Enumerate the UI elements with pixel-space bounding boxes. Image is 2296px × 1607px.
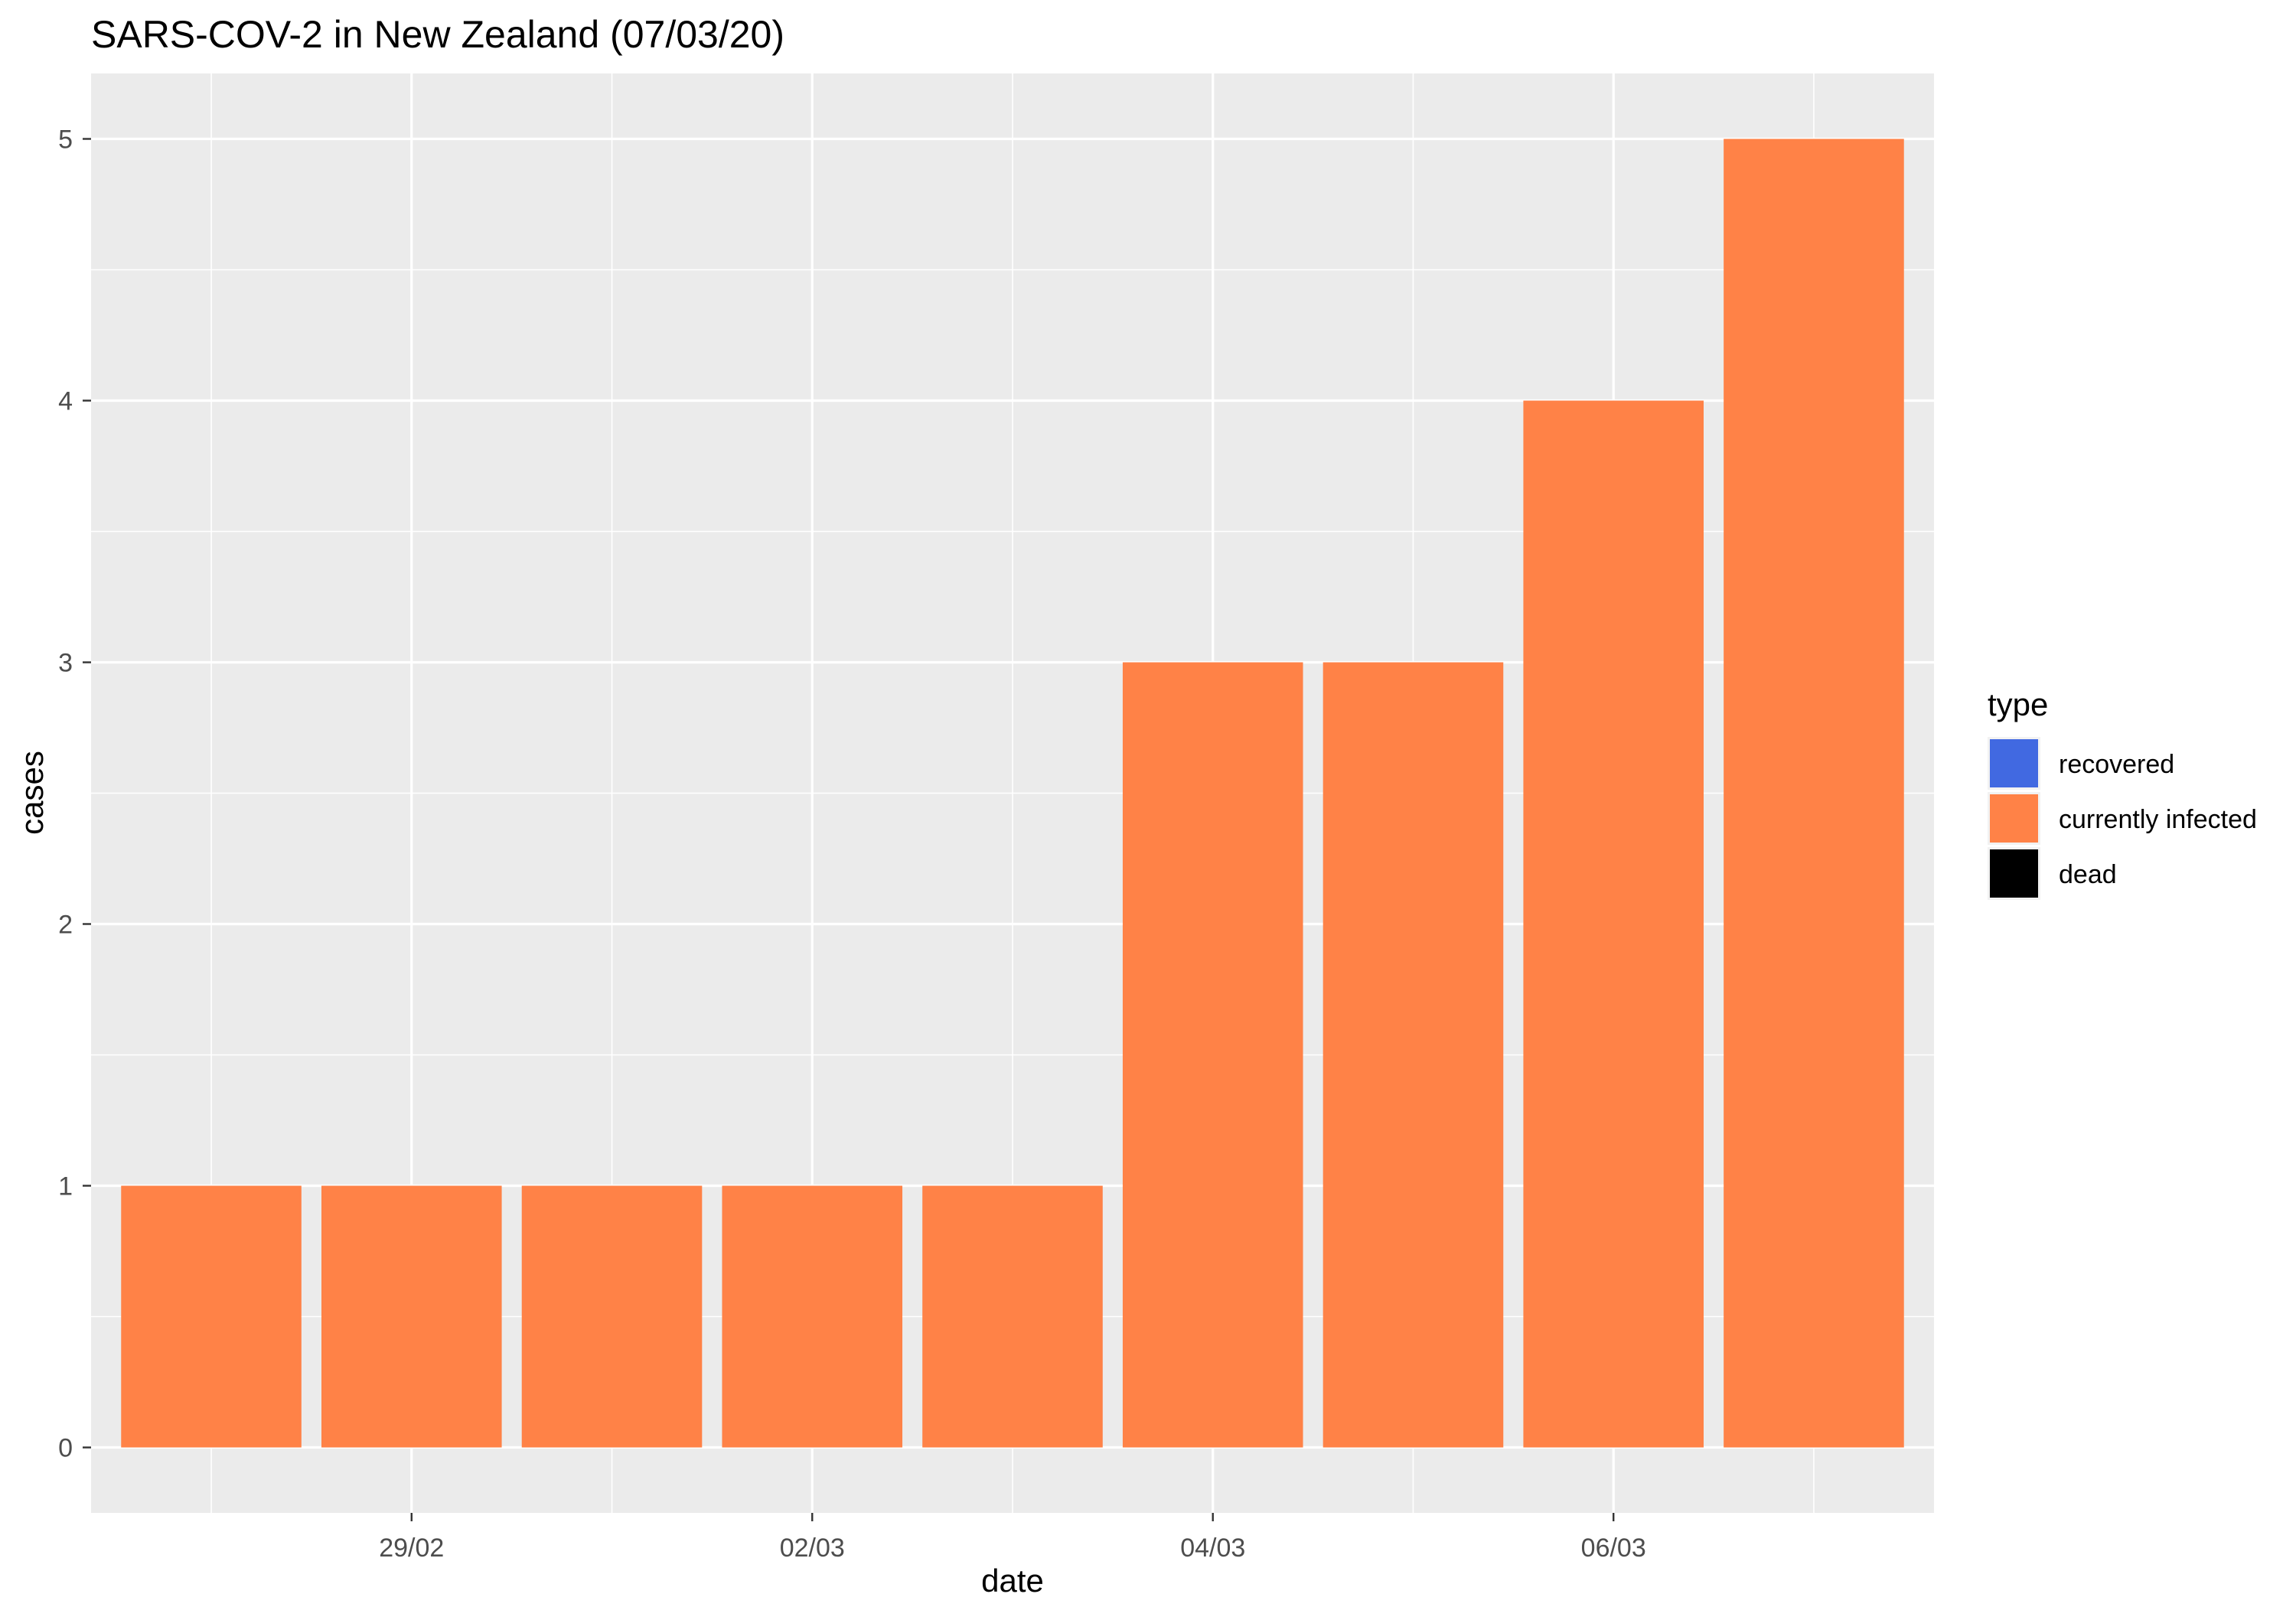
bar [1724, 139, 1904, 1448]
y-tick-label: 3 [58, 649, 73, 678]
bars [121, 139, 1904, 1448]
x-tick-label: 02/03 [780, 1534, 845, 1563]
y-tick-label: 0 [58, 1434, 73, 1463]
x-tick-label: 29/02 [379, 1534, 444, 1563]
y-axis: 0 1 2 3 4 5 [58, 125, 91, 1463]
y-axis-title: cases [14, 751, 50, 835]
legend-swatch [1990, 849, 2038, 898]
bar [1523, 400, 1704, 1448]
bar [922, 1185, 1103, 1448]
legend-label: dead [2059, 860, 2117, 889]
legend: type recovered currently infected dead [1988, 686, 2257, 900]
y-tick-label: 4 [58, 387, 73, 416]
x-tick-label: 04/03 [1180, 1534, 1245, 1563]
y-tick-label: 5 [58, 125, 73, 155]
x-tick-label: 06/03 [1581, 1534, 1646, 1563]
bar [121, 1185, 302, 1448]
legend-title: type [1988, 686, 2048, 722]
legend-label: currently infected [2059, 805, 2257, 834]
x-axis: 29/02 02/03 04/03 06/03 [379, 1513, 1646, 1563]
bar [321, 1185, 502, 1448]
x-axis-title: date [981, 1563, 1044, 1599]
bar [1322, 662, 1504, 1448]
legend-label: recovered [2059, 750, 2174, 779]
legend-swatch [1990, 794, 2038, 843]
y-tick-label: 2 [58, 911, 73, 940]
legend-swatch [1990, 739, 2038, 787]
y-tick-label: 1 [58, 1172, 73, 1201]
bar [521, 1185, 703, 1448]
chart-title: SARS-COV-2 in New Zealand (07/03/20) [91, 13, 784, 56]
bar [1122, 662, 1303, 1448]
bar [722, 1185, 903, 1448]
